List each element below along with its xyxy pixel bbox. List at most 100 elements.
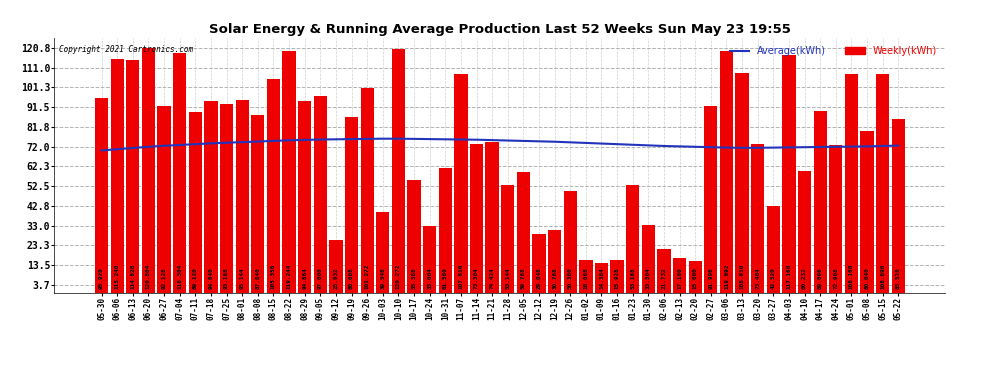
- Text: 118.304: 118.304: [177, 264, 182, 290]
- Text: 16.068: 16.068: [583, 268, 588, 290]
- Bar: [657, 249, 670, 292]
- Bar: [704, 106, 718, 292]
- Bar: [814, 111, 827, 292]
- Text: 89.120: 89.120: [193, 268, 198, 290]
- Text: 53.168: 53.168: [631, 268, 636, 290]
- Bar: [485, 142, 499, 292]
- Text: 119.092: 119.092: [724, 264, 729, 290]
- Text: 92.128: 92.128: [161, 268, 166, 290]
- Text: 94.864: 94.864: [302, 268, 307, 290]
- Text: 59.768: 59.768: [521, 268, 526, 290]
- Text: 73.304: 73.304: [474, 268, 479, 290]
- Bar: [95, 98, 108, 292]
- Text: 108.616: 108.616: [740, 264, 744, 290]
- Text: 25.932: 25.932: [334, 268, 339, 290]
- Bar: [782, 56, 796, 292]
- Text: 87.840: 87.840: [255, 268, 260, 290]
- Text: 21.732: 21.732: [661, 268, 666, 290]
- Text: 29.048: 29.048: [537, 268, 542, 290]
- Text: 114.828: 114.828: [131, 264, 136, 290]
- Bar: [282, 51, 296, 292]
- Text: 39.548: 39.548: [380, 268, 385, 290]
- Text: 55.388: 55.388: [412, 268, 417, 290]
- Text: 85.520: 85.520: [896, 268, 901, 290]
- Bar: [345, 117, 358, 292]
- Text: 119.244: 119.244: [286, 264, 291, 290]
- Bar: [876, 74, 889, 292]
- Bar: [173, 53, 186, 292]
- Text: 108.108: 108.108: [849, 264, 854, 290]
- Bar: [533, 234, 545, 292]
- Text: 105.356: 105.356: [271, 264, 276, 290]
- Bar: [266, 79, 280, 292]
- Text: 73.464: 73.464: [755, 268, 760, 290]
- Text: 80.040: 80.040: [864, 268, 869, 290]
- Bar: [111, 59, 124, 292]
- Text: 50.380: 50.380: [567, 268, 573, 290]
- Text: 94.640: 94.640: [209, 268, 214, 290]
- Bar: [408, 180, 421, 292]
- Bar: [423, 226, 437, 292]
- Text: 95.920: 95.920: [99, 268, 104, 290]
- Text: 117.168: 117.168: [786, 264, 791, 290]
- Bar: [673, 258, 686, 292]
- Bar: [689, 261, 702, 292]
- Text: 60.232: 60.232: [802, 268, 807, 290]
- Text: 97.000: 97.000: [318, 268, 323, 290]
- Text: 101.272: 101.272: [364, 264, 369, 290]
- Bar: [392, 49, 405, 292]
- Bar: [720, 51, 734, 292]
- Text: 42.520: 42.520: [771, 268, 776, 290]
- Bar: [470, 144, 483, 292]
- Bar: [251, 115, 264, 292]
- Bar: [220, 104, 234, 292]
- Bar: [860, 130, 874, 292]
- Text: 72.908: 72.908: [834, 268, 839, 290]
- Bar: [501, 185, 515, 292]
- Text: 15.600: 15.600: [693, 268, 698, 290]
- Bar: [330, 240, 343, 292]
- Text: 95.144: 95.144: [240, 268, 245, 290]
- Bar: [579, 260, 592, 292]
- Text: 15.928: 15.928: [615, 268, 620, 290]
- Bar: [642, 225, 655, 292]
- Text: 107.816: 107.816: [458, 264, 463, 290]
- Text: 115.240: 115.240: [115, 264, 120, 290]
- Bar: [454, 74, 467, 292]
- Bar: [844, 74, 858, 292]
- Bar: [595, 263, 608, 292]
- Bar: [142, 48, 155, 292]
- Text: 93.168: 93.168: [224, 268, 229, 290]
- Bar: [766, 207, 780, 292]
- Bar: [611, 260, 624, 292]
- Text: 86.608: 86.608: [349, 268, 354, 290]
- Bar: [563, 190, 577, 292]
- Text: 89.896: 89.896: [818, 268, 823, 290]
- Bar: [157, 106, 170, 292]
- Text: 91.996: 91.996: [709, 268, 714, 290]
- Text: 120.272: 120.272: [396, 264, 401, 290]
- Bar: [314, 96, 327, 292]
- Text: 33.504: 33.504: [645, 268, 650, 290]
- Bar: [830, 145, 842, 292]
- Title: Solar Energy & Running Average Production Last 52 Weeks Sun May 23 19:55: Solar Energy & Running Average Productio…: [209, 23, 791, 36]
- Text: 14.384: 14.384: [599, 268, 604, 290]
- Text: 74.424: 74.424: [490, 268, 495, 290]
- Bar: [892, 119, 905, 292]
- Text: 120.804: 120.804: [146, 264, 150, 290]
- Bar: [798, 171, 811, 292]
- Bar: [736, 73, 748, 292]
- Text: 17.180: 17.180: [677, 268, 682, 290]
- Bar: [298, 100, 311, 292]
- Text: 30.768: 30.768: [552, 268, 557, 290]
- Text: 108.096: 108.096: [880, 264, 885, 290]
- Bar: [204, 101, 218, 292]
- Bar: [439, 168, 451, 292]
- Legend: Average(kWh), Weekly(kWh): Average(kWh), Weekly(kWh): [726, 42, 940, 60]
- Bar: [189, 112, 202, 292]
- Bar: [548, 230, 561, 292]
- Text: 33.004: 33.004: [427, 268, 433, 290]
- Bar: [376, 213, 389, 292]
- Text: 61.560: 61.560: [443, 268, 447, 290]
- Bar: [517, 171, 530, 292]
